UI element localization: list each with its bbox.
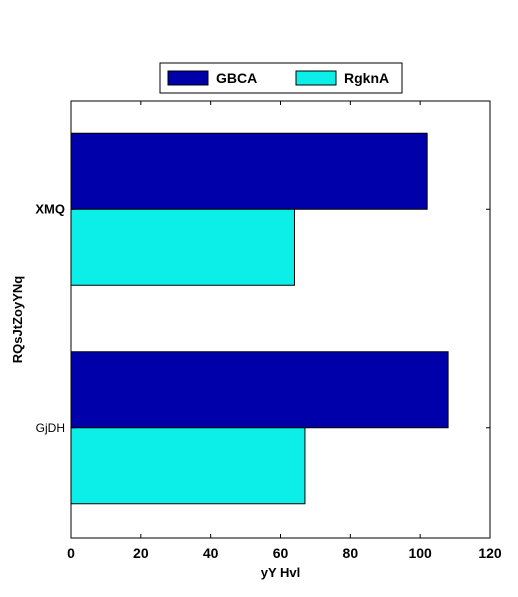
y-axis-label: RQsJtZoyYNq <box>10 276 25 363</box>
labels-layer: XMQ GjDH 0 20 40 60 80 100 120 <box>35 201 502 561</box>
legend-label-RgknA: RgknA <box>344 70 389 86</box>
bar-GBCA-XMQ <box>70 132 428 210</box>
bar-RgknA-XMQ <box>70 208 295 286</box>
x-tick-label: 100 <box>408 545 432 561</box>
legend-label-GBCA: GBCA <box>216 70 257 86</box>
bar-GBCA-GjDH <box>70 351 449 429</box>
legend-swatch-GBCA <box>167 70 209 86</box>
y-tick-label: XMQ <box>35 201 65 216</box>
ticks-layer <box>70 101 491 538</box>
x-axis-label: yY Hvl <box>261 565 301 580</box>
legend-swatch-RgknA <box>295 70 337 86</box>
x-tick-label: 60 <box>273 545 289 561</box>
y-tick-label: GjDH <box>36 421 65 435</box>
bars-layer <box>70 132 449 505</box>
x-tick-label: 80 <box>343 545 359 561</box>
x-tick-label: 40 <box>203 545 219 561</box>
x-tick-label: 20 <box>133 545 149 561</box>
bar-RgknA-GjDH <box>70 427 306 505</box>
legend: GBCA RgknA <box>159 62 403 94</box>
x-tick-label: 120 <box>478 545 502 561</box>
x-tick-label: 0 <box>67 545 75 561</box>
